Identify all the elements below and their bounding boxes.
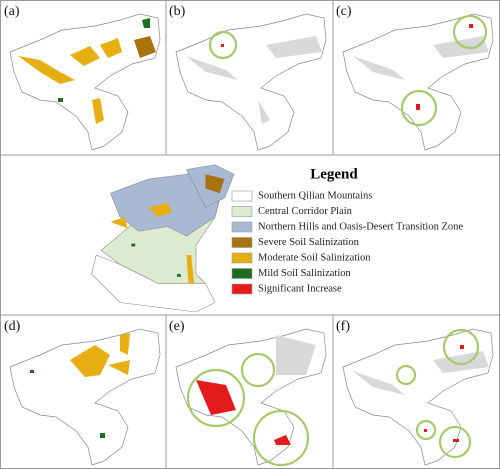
legend-swatch [231,283,253,295]
panel-label: (c) [336,4,352,19]
panel-label: (d) [4,319,21,334]
legend: Southern Qilian Mountains Central Corrido… [231,190,463,295]
legend-swatch [231,252,253,264]
legend-label: Southern Qilian Mountains [258,190,372,201]
legend-swatch [231,221,253,233]
legend-swatch [231,268,253,279]
map-f [342,328,494,466]
legend-label: Moderate Soil Salinization [258,252,371,263]
legend-label: Mild Soil Salinization [258,268,352,279]
legend-label: Central Corridor Plain [258,206,353,217]
map-c [342,13,494,151]
panel-label: (a) [4,4,20,19]
legend-swatch [231,237,253,248]
map-d [9,328,161,466]
panel-label: (b) [169,4,186,19]
legend-label: Severe Soil Salinization [258,237,360,248]
legend-swatch [231,190,253,202]
map-b [175,13,327,151]
panel-label: (e) [169,319,185,334]
legend-label: Northern Hills and Oasis-Desert Transiti… [258,221,463,232]
legend-swatch [231,206,253,217]
legend-label: Significant Increase [258,283,342,294]
legend-title: Legend [310,166,358,182]
map-e [175,328,327,467]
map-a [9,13,161,151]
map-main [91,164,235,313]
panel-label: (f) [336,319,350,334]
